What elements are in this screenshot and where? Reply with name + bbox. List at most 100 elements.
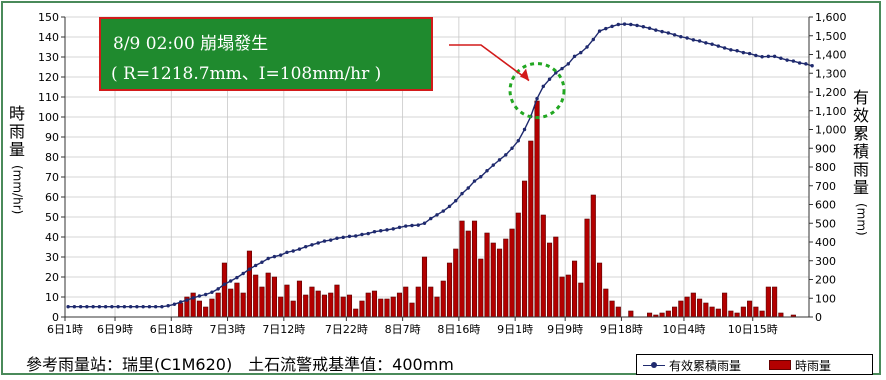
rain-bar [390,296,396,318]
rain-bar [546,242,553,318]
cumulative-point [779,56,783,60]
legend-line-symbol [643,362,665,368]
left-tick-label: 140 [38,31,59,44]
rain-bar [659,312,665,318]
right-tick-label: 200 [815,274,836,287]
cumulative-point [341,235,345,240]
cumulative-point [385,228,389,232]
rain-bar [521,180,528,318]
rain-bar [240,292,246,318]
rain-bar [321,294,328,318]
rain-bar [203,306,209,318]
x-tick-label: 6日9時 [97,323,133,336]
cumulative-point [510,146,514,150]
cumulative-point [622,22,627,26]
rain-bar [715,308,721,318]
cumulative-point [66,304,70,309]
rain-bar [609,300,615,318]
x-tick-label: 10日4時 [662,323,705,336]
cumulative-point [804,62,808,66]
cumulative-point [447,204,452,209]
cumulative-point [697,39,702,43]
cumulative-point [591,37,596,42]
cumulative-point [466,186,470,190]
axis-title-char: 累 [853,124,869,143]
callout-line-1: 8/9 02:00 崩塌發生 [113,34,269,54]
axis-labels: 時雨量(mm/hr)有效累積雨量(mm) [9,88,869,236]
callout-arrowhead [520,68,530,81]
cumulative-point [754,53,758,58]
event-callout: 8/9 02:00 崩塌發生 ( R=1218.7mm、I=108mm/hr ) [99,17,433,91]
rain-bar [690,292,696,318]
rain-bar [703,302,709,318]
cumulative-point [810,64,814,68]
axis-title-char: 雨 [9,122,25,141]
cumulative-point [297,247,302,251]
cumulative-point [710,42,714,46]
cumulative-point [153,304,158,309]
cumulative-point [128,304,133,309]
station-info: 參考雨量站：瑞里(C1M620) 土石流警戒基準值：400mm [26,355,454,374]
rain-bar [509,228,515,318]
cumulative-point [772,54,777,59]
rain-bar [709,306,715,318]
cumulative-point [741,50,746,55]
rain-bar [253,274,259,318]
tick-labels: 0 10 20 30 40 50 60 70 80 90 100 110 120 130 140 150 0 10… [38,11,847,336]
cumulative-point [197,294,202,298]
rain-bar [728,310,734,318]
rain-bar [584,218,590,318]
rain-bar [465,230,471,318]
cumulative-point [78,304,83,309]
cumulative-point [172,302,177,306]
cumulative-point [454,199,458,203]
cumulative-point [397,225,402,230]
left-tick-label: 60 [45,191,59,204]
cumulative-point [491,163,495,167]
axis-title-char: 雨 [853,160,869,179]
cumulative-point [691,38,696,42]
cumulative-point [679,34,683,39]
cumulative-point [497,158,502,162]
cumulative-point [722,46,727,50]
rain-bar [246,250,252,318]
rain-bar [559,276,565,318]
rain-bar [271,276,277,318]
rain-bar [515,212,521,318]
cumulative-point [335,236,339,240]
right-tick-label: 1,200 [815,86,847,99]
rain-bar [378,298,384,318]
right-tick-label: 500 [815,217,836,230]
cumulative-point [479,175,483,179]
x-tick-label: 7日12時 [262,323,305,336]
right-tick-label: 0 [815,311,822,324]
cumulative-point [535,96,539,101]
cumulative-point [291,249,295,253]
rain-bar [603,288,609,318]
cumulative-point [647,26,652,30]
right-tick-label: 100 [815,292,836,305]
left-tick-label: 30 [45,251,59,264]
cumulative-point [260,260,264,264]
cumulative-point [91,304,95,309]
rain-bar [421,256,428,318]
cumulative-point [316,241,320,245]
cumulative-point [141,304,145,309]
cumulative-point [210,290,214,294]
cumulative-point [266,256,270,261]
cumulative-point [347,234,352,239]
cumulative-point [435,213,439,217]
rain-bar [496,248,503,318]
axis-title-char: 有 [853,88,869,107]
right-tick-label: 800 [815,161,836,174]
rain-bar [428,286,434,318]
cumulative-point [485,169,489,173]
rain-bar [346,294,353,318]
cumulative-point [672,33,677,37]
cumulative-point [203,292,208,297]
rain-bar [565,274,571,318]
cumulative-point [504,153,508,157]
callout-line-2: ( R=1218.7mm、I=108mm/hr ) [111,64,382,84]
cumulative-point [272,254,277,259]
cumulative-point [253,263,258,268]
